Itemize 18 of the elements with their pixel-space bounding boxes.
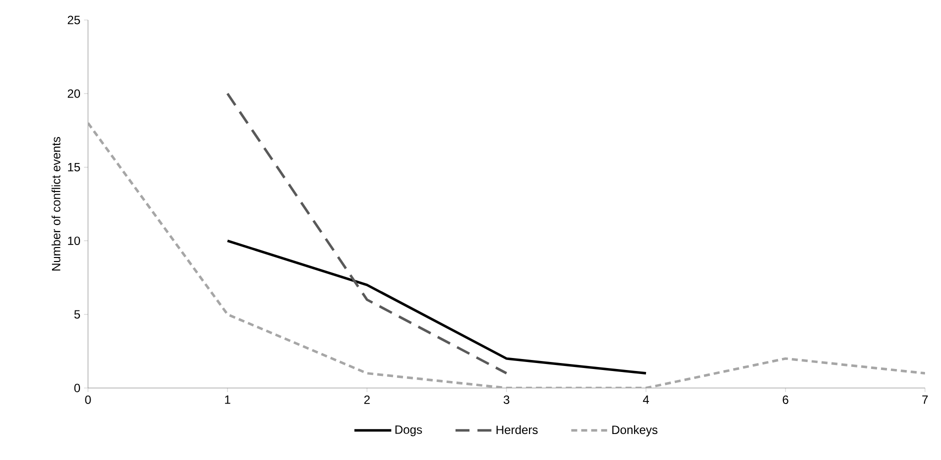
x-tick-label: 7 — [922, 396, 928, 404]
legend-label: Herders — [496, 425, 538, 434]
y-axis-title: Number of conflict events — [52, 137, 60, 270]
x-tick-label: 3 — [504, 396, 510, 404]
x-tick-label: 6 — [782, 396, 788, 404]
y-tick-label: 20 — [68, 89, 80, 98]
y-tick-label: 15 — [68, 163, 80, 172]
x-tick-label: 1 — [225, 396, 230, 404]
x-tick-label: 0 — [85, 396, 91, 404]
x-tick-label: 2 — [364, 396, 370, 404]
legend-label: Donkeys — [612, 425, 658, 436]
y-tick-label: 5 — [74, 310, 80, 319]
line-series — [226, 240, 648, 375]
x-tick-label: 4 — [642, 396, 649, 404]
legend-label: Dogs — [395, 426, 422, 436]
y-tick-label: 0 — [74, 384, 80, 392]
y-tick-label: 25 — [68, 16, 80, 24]
y-tick-label: 10 — [68, 236, 80, 246]
